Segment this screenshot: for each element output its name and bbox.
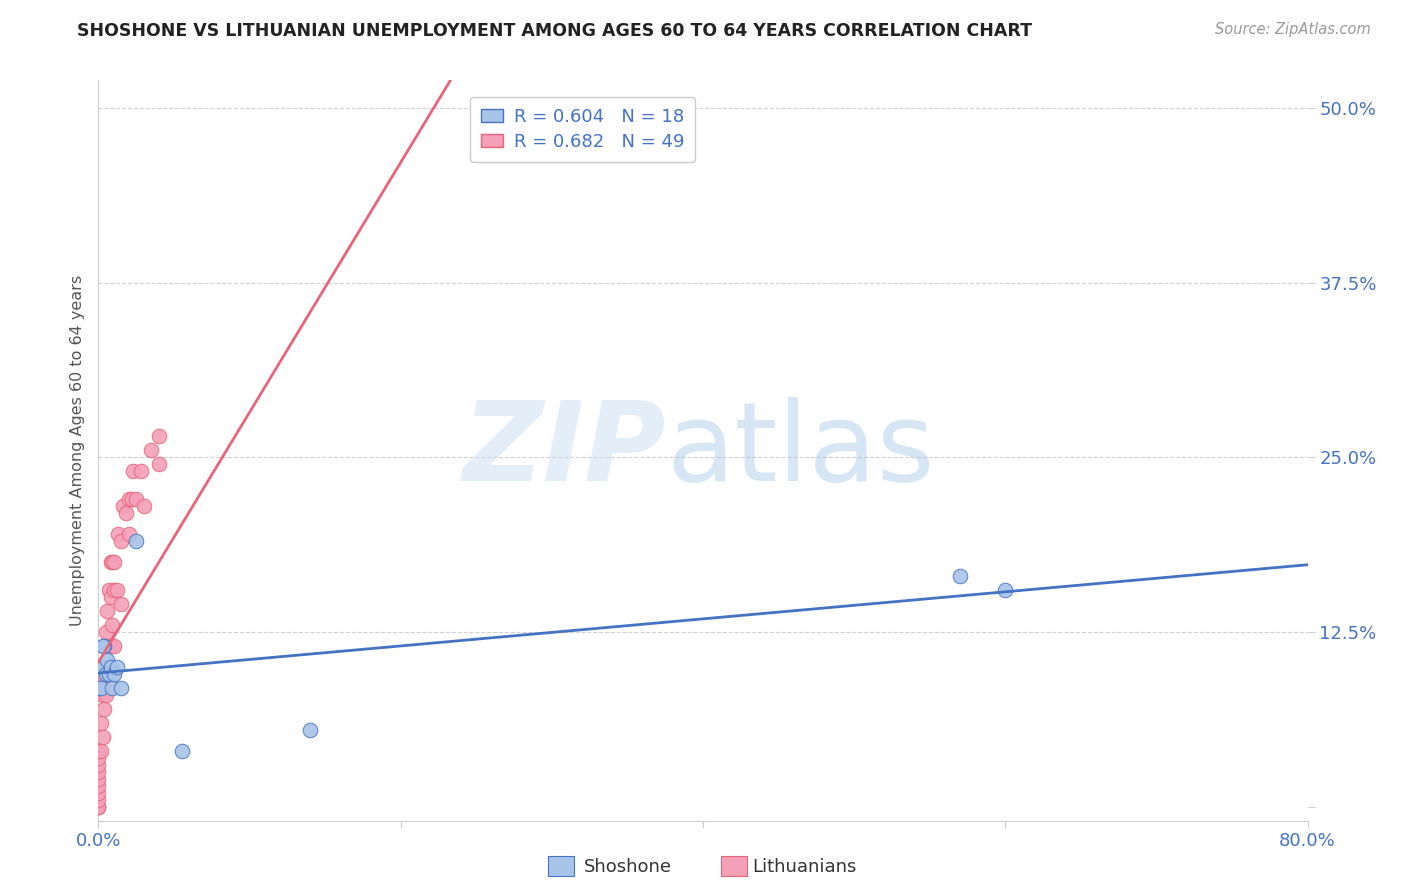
Text: atlas: atlas — [666, 397, 935, 504]
Y-axis label: Unemployment Among Ages 60 to 64 years: Unemployment Among Ages 60 to 64 years — [69, 275, 84, 626]
Point — [87, 681, 110, 695]
Point — [93, 702, 115, 716]
Point — [90, 715, 112, 730]
Point — [93, 639, 115, 653]
Point — [87, 779, 110, 793]
Point — [125, 492, 148, 507]
Point — [94, 688, 117, 702]
Point — [170, 744, 193, 758]
Point — [91, 688, 114, 702]
Point — [141, 443, 163, 458]
Text: Shoshone: Shoshone — [583, 858, 672, 876]
Point — [87, 744, 110, 758]
Point — [994, 583, 1017, 598]
Point — [98, 583, 121, 598]
Point — [118, 527, 141, 541]
Point — [105, 583, 128, 598]
Point — [107, 527, 129, 541]
Point — [121, 492, 143, 507]
Point — [96, 673, 118, 688]
Point — [87, 799, 110, 814]
Text: Source: ZipAtlas.com: Source: ZipAtlas.com — [1215, 22, 1371, 37]
Point — [148, 458, 170, 472]
Point — [90, 681, 112, 695]
Text: Lithuanians: Lithuanians — [752, 858, 856, 876]
Text: ZIP: ZIP — [463, 397, 666, 504]
Point — [101, 681, 124, 695]
Point — [87, 764, 110, 779]
Point — [110, 681, 132, 695]
Point — [89, 660, 111, 674]
Point — [87, 757, 110, 772]
Point — [101, 555, 124, 569]
Point — [949, 569, 972, 583]
Point — [111, 500, 134, 514]
Point — [98, 660, 121, 674]
Point — [90, 744, 112, 758]
Point — [101, 618, 124, 632]
Point — [299, 723, 322, 737]
Point — [148, 429, 170, 443]
Point — [91, 730, 114, 744]
Point — [87, 786, 110, 800]
Point — [132, 500, 155, 514]
Point — [105, 660, 128, 674]
Point — [87, 751, 110, 765]
Point — [103, 555, 125, 569]
Legend: R = 0.604   N = 18, R = 0.682   N = 49: R = 0.604 N = 18, R = 0.682 N = 49 — [470, 96, 695, 161]
Point — [103, 667, 125, 681]
Point — [488, 143, 510, 157]
Point — [98, 667, 121, 681]
Point — [103, 639, 125, 653]
Point — [129, 464, 152, 478]
Point — [114, 506, 136, 520]
Point — [110, 534, 132, 549]
Point — [94, 660, 117, 674]
Text: SHOSHONE VS LITHUANIAN UNEMPLOYMENT AMONG AGES 60 TO 64 YEARS CORRELATION CHART: SHOSHONE VS LITHUANIAN UNEMPLOYMENT AMON… — [77, 22, 1032, 40]
Point — [94, 667, 117, 681]
Point — [87, 772, 110, 786]
Point — [100, 639, 122, 653]
Point — [118, 492, 141, 507]
Point — [87, 799, 110, 814]
Point — [96, 653, 118, 667]
Point — [100, 555, 122, 569]
Point — [87, 799, 110, 814]
Point — [103, 583, 125, 598]
Point — [93, 673, 115, 688]
Point — [87, 793, 110, 807]
Point — [100, 590, 122, 604]
Point — [100, 660, 122, 674]
Point — [125, 534, 148, 549]
Point — [96, 604, 118, 618]
Point — [94, 625, 117, 640]
Point — [122, 464, 145, 478]
Point — [91, 639, 114, 653]
Point — [110, 597, 132, 611]
